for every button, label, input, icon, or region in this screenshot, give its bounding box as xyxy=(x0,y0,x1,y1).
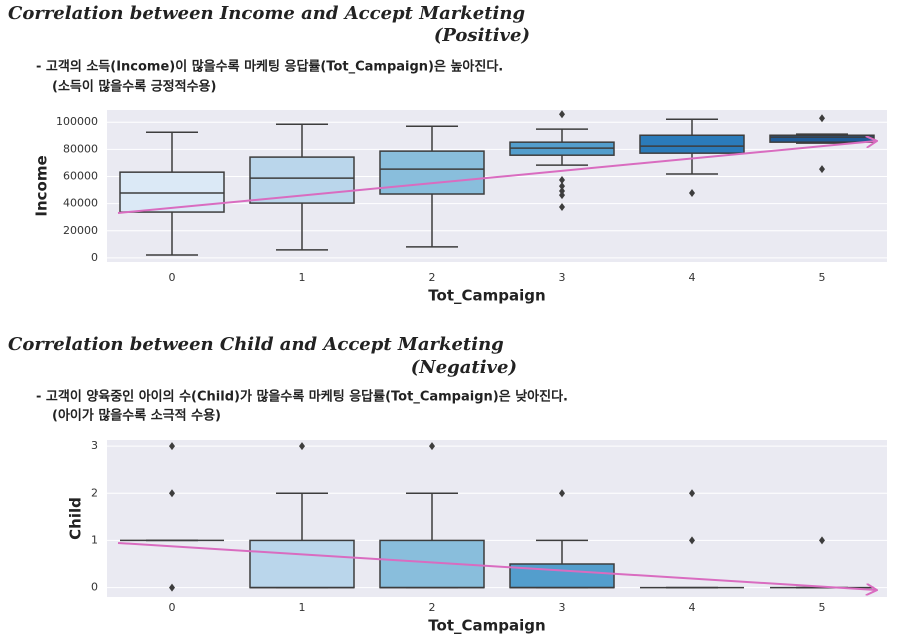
outlier xyxy=(559,489,565,498)
outlier xyxy=(299,442,305,451)
outlier xyxy=(689,536,695,545)
x-tick-label: 3 xyxy=(559,271,566,284)
outlier xyxy=(169,442,175,451)
charts: Correlation between Income and Accept Ma… xyxy=(8,3,887,635)
outlier xyxy=(169,489,175,498)
x-tick-label: 3 xyxy=(559,601,566,614)
x-tick-label: 0 xyxy=(169,601,176,614)
y-tick-label: 40000 xyxy=(63,197,98,210)
outlier xyxy=(689,489,695,498)
x-tick-label: 2 xyxy=(429,271,436,284)
box xyxy=(639,134,745,154)
x-tick-label: 1 xyxy=(299,601,306,614)
x-axis-label: Tot_Campaign xyxy=(428,287,545,305)
outlier xyxy=(559,191,565,200)
box xyxy=(249,539,355,589)
chart-subtitle: (Negative) xyxy=(411,357,517,378)
x-tick-label: 4 xyxy=(689,601,696,614)
outlier xyxy=(169,583,175,592)
outlier xyxy=(559,187,565,196)
y-tick-label: 0 xyxy=(91,251,98,264)
chart-title: Correlation between Income and Accept Ma… xyxy=(8,3,525,24)
outlier xyxy=(429,442,435,451)
outlier xyxy=(819,114,825,123)
plot-area xyxy=(107,440,887,597)
outlier xyxy=(689,189,695,198)
outlier xyxy=(559,203,565,212)
y-axis-label: Child xyxy=(67,497,85,540)
x-tick-label: 4 xyxy=(689,271,696,284)
outlier xyxy=(819,165,825,174)
plot-area xyxy=(107,110,887,262)
note: (소득이 많을수록 긍정적수용) xyxy=(52,79,216,95)
outlier xyxy=(559,110,565,119)
outlier xyxy=(819,536,825,545)
x-tick-label: 0 xyxy=(169,271,176,284)
y-tick-label: 3 xyxy=(91,439,98,452)
chart-subtitle: (Positive) xyxy=(434,25,530,46)
x-axis-label: Tot_Campaign xyxy=(428,617,545,635)
y-axis-label: Income xyxy=(33,155,51,216)
y-tick-label: 2 xyxy=(91,486,98,499)
note: - 고객이 양육중인 아이의 수(Child)가 많을수록 마케팅 응답률(To… xyxy=(36,389,568,405)
box xyxy=(769,134,875,143)
box xyxy=(119,171,225,213)
x-tick-label: 1 xyxy=(299,271,306,284)
y-tick-label: 100000 xyxy=(56,115,98,128)
note: - 고객의 소득(Income)이 많을수록 마케팅 응답률(Tot_Campa… xyxy=(36,59,503,75)
y-tick-label: 20000 xyxy=(63,224,98,237)
chart-title: Correlation between Child and Accept Mar… xyxy=(8,334,504,355)
y-tick-label: 80000 xyxy=(63,142,98,155)
trend-arrow xyxy=(117,141,876,214)
x-tick-label: 5 xyxy=(819,271,826,284)
trend-arrow xyxy=(117,542,876,590)
outlier xyxy=(559,182,565,191)
y-tick-label: 60000 xyxy=(63,170,98,183)
y-tick-label: 0 xyxy=(91,581,98,594)
x-tick-label: 2 xyxy=(429,601,436,614)
x-tick-label: 5 xyxy=(819,601,826,614)
outlier xyxy=(559,176,565,185)
note: (아이가 많을수록 소극적 수용) xyxy=(52,408,221,424)
y-tick-label: 1 xyxy=(91,533,98,546)
